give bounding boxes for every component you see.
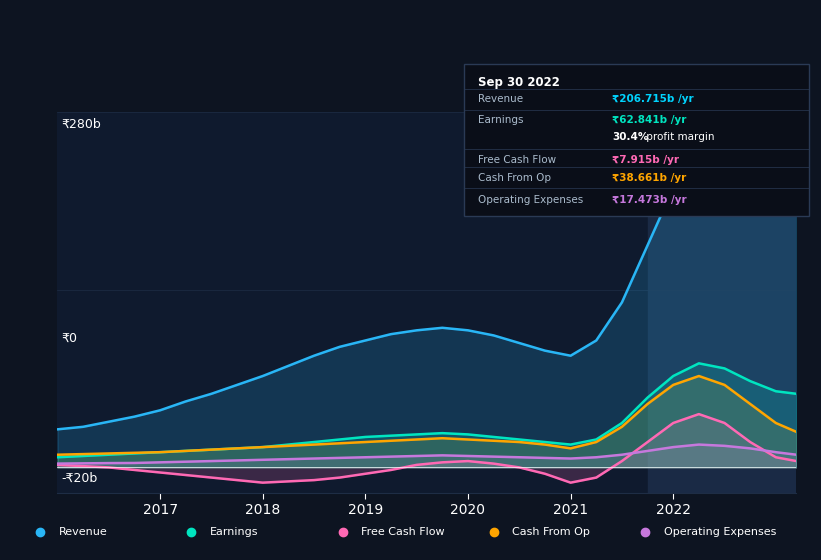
- Text: Operating Expenses: Operating Expenses: [663, 527, 776, 537]
- Text: Free Cash Flow: Free Cash Flow: [478, 155, 556, 165]
- Text: ₹280b: ₹280b: [62, 118, 101, 130]
- Text: Cash From Op: Cash From Op: [478, 173, 551, 183]
- Text: Revenue: Revenue: [478, 94, 523, 104]
- Text: profit margin: profit margin: [643, 132, 714, 142]
- Text: ₹62.841b /yr: ₹62.841b /yr: [612, 115, 686, 125]
- Text: ₹206.715b /yr: ₹206.715b /yr: [612, 94, 694, 104]
- Text: ₹17.473b /yr: ₹17.473b /yr: [612, 195, 686, 206]
- Text: ₹0: ₹0: [62, 332, 77, 345]
- Text: 30.4%: 30.4%: [612, 132, 649, 142]
- Text: ₹38.661b /yr: ₹38.661b /yr: [612, 173, 686, 183]
- Text: Earnings: Earnings: [478, 115, 523, 125]
- Text: Free Cash Flow: Free Cash Flow: [361, 527, 445, 537]
- Text: -₹20b: -₹20b: [62, 472, 98, 484]
- Text: Earnings: Earnings: [210, 527, 259, 537]
- Text: Sep 30 2022: Sep 30 2022: [478, 77, 560, 90]
- Text: ₹7.915b /yr: ₹7.915b /yr: [612, 155, 679, 165]
- Text: Operating Expenses: Operating Expenses: [478, 195, 583, 206]
- Text: Cash From Op: Cash From Op: [512, 527, 590, 537]
- Text: Revenue: Revenue: [59, 527, 108, 537]
- Bar: [648, 112, 796, 493]
